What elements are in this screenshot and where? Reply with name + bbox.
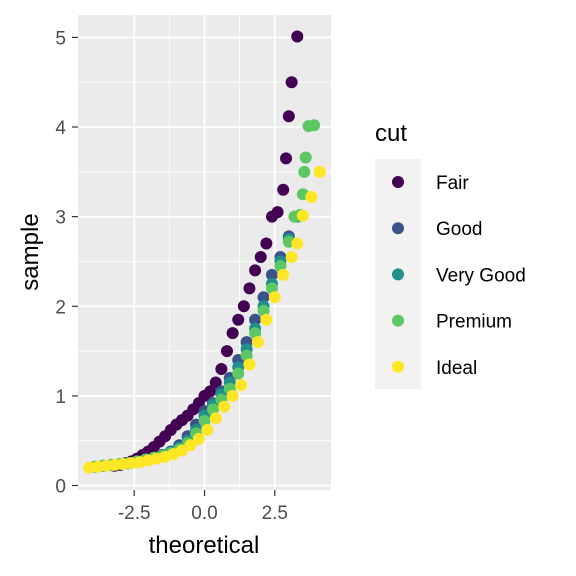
data-point	[277, 183, 290, 196]
data-point	[268, 291, 281, 304]
legend-label: Good	[436, 219, 482, 240]
data-point	[308, 119, 321, 132]
data-point	[280, 152, 293, 165]
y-tick-label: 3	[55, 208, 66, 229]
data-point	[243, 358, 256, 371]
data-point	[226, 389, 239, 402]
data-point	[192, 432, 205, 445]
data-points	[83, 30, 326, 474]
data-point	[313, 165, 326, 178]
data-point	[249, 264, 262, 277]
y-tick-label: 0	[55, 477, 66, 498]
data-point	[243, 282, 256, 295]
legend: cut Fair Good Very Good Premium Ideal	[375, 120, 526, 389]
data-point	[218, 400, 231, 413]
data-point	[260, 237, 273, 250]
data-point	[271, 206, 284, 219]
y-axis: 0 1 2 3 4 5	[55, 28, 78, 498]
data-point	[226, 327, 239, 340]
y-tick-label: 1	[55, 387, 66, 408]
legend-key	[392, 314, 404, 327]
data-point	[237, 300, 250, 313]
data-point	[305, 190, 318, 203]
legend-label: Fair	[436, 173, 469, 194]
legend-key	[392, 222, 404, 235]
x-axis-title: theoretical	[149, 532, 260, 559]
data-point	[235, 379, 248, 392]
grid-lines	[78, 15, 331, 490]
data-point	[277, 268, 290, 281]
legend-key	[392, 360, 404, 373]
data-point	[201, 423, 214, 436]
data-point	[257, 291, 270, 304]
data-point	[299, 151, 312, 164]
data-point	[298, 165, 311, 178]
data-point	[220, 345, 233, 358]
data-point	[251, 336, 264, 349]
data-point	[291, 30, 304, 43]
legend-label: Very Good	[436, 265, 526, 286]
legend-items: Fair Good Very Good Premium Ideal	[392, 173, 526, 379]
data-point	[204, 385, 217, 398]
data-point	[285, 250, 298, 263]
data-point	[296, 209, 309, 222]
data-point	[209, 412, 222, 425]
legend-title: cut	[375, 120, 407, 147]
x-tick-label: 0.0	[191, 503, 217, 524]
data-point	[249, 313, 262, 326]
legend-label: Premium	[436, 312, 512, 333]
data-point	[291, 237, 304, 250]
legend-label: Ideal	[436, 358, 477, 379]
x-axis: -2.5 0.0 2.5	[118, 490, 288, 524]
data-point	[282, 110, 295, 123]
y-tick-label: 5	[55, 28, 66, 49]
x-tick-label: -2.5	[118, 503, 151, 524]
data-point	[254, 250, 267, 263]
legend-key	[392, 268, 404, 281]
x-tick-label: 2.5	[262, 503, 288, 524]
data-point	[215, 363, 228, 376]
data-point	[232, 367, 245, 380]
data-point	[184, 439, 197, 452]
data-point	[265, 268, 278, 281]
legend-key	[392, 176, 404, 188]
data-point	[260, 313, 273, 326]
data-point	[232, 313, 245, 326]
y-tick-label: 2	[55, 297, 66, 318]
data-point	[285, 76, 298, 89]
y-tick-label: 4	[55, 118, 66, 139]
y-axis-title: sample	[17, 213, 44, 290]
data-point	[209, 376, 222, 389]
